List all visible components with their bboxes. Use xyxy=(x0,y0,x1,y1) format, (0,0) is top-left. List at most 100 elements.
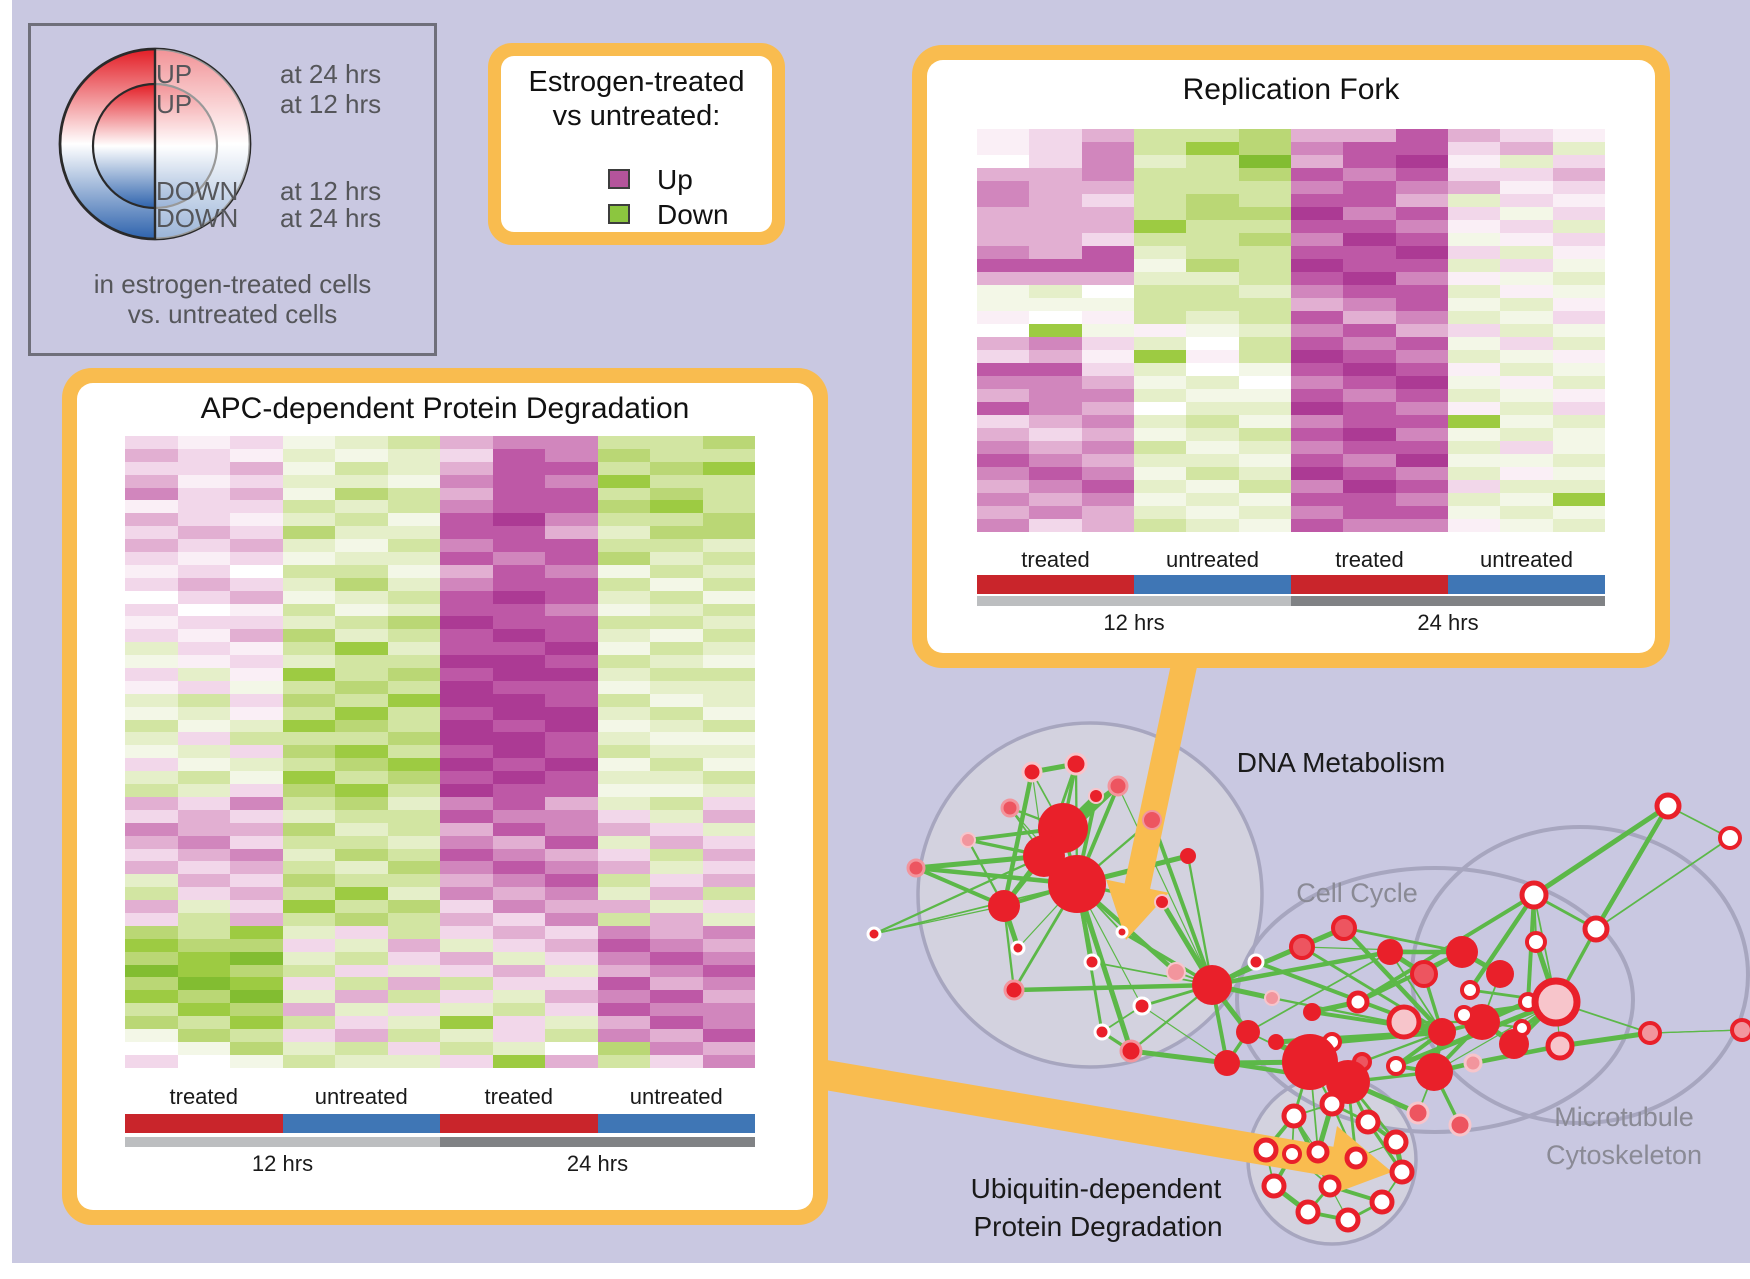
direction-label: UP xyxy=(156,59,193,89)
group-label: untreated xyxy=(1166,547,1259,572)
network-node xyxy=(1000,798,1020,818)
network-node xyxy=(1386,1004,1422,1040)
apc-heatmap xyxy=(125,436,755,1068)
replication-time-labels: 12 hrs 24 hrs xyxy=(977,610,1605,636)
time-bar xyxy=(440,1137,755,1147)
treated-bar xyxy=(1291,575,1448,594)
network-node xyxy=(1448,1113,1472,1137)
network-node xyxy=(1383,1129,1409,1155)
network-node xyxy=(906,858,926,878)
network-node xyxy=(1247,953,1265,971)
heatmap-row xyxy=(125,552,755,565)
network-node xyxy=(1132,996,1152,1016)
replication-condition-bars xyxy=(977,575,1605,594)
heatmap-row xyxy=(977,493,1605,506)
network-node xyxy=(1303,1003,1321,1021)
updown-legend-line: UP at 12 hrs xyxy=(31,89,434,119)
apc-time-labels: 12 hrs 24 hrs xyxy=(125,1151,755,1177)
network-node xyxy=(1369,1189,1395,1215)
network-node xyxy=(1253,1137,1279,1163)
replication-panel-title: Replication Fork xyxy=(1182,73,1400,106)
network-node xyxy=(1282,1034,1338,1090)
heatmap-row xyxy=(125,1054,755,1068)
treated-bar xyxy=(440,1114,598,1133)
heatmap-row xyxy=(977,298,1605,311)
network-node xyxy=(1289,934,1315,960)
group-label: treated xyxy=(169,1084,239,1109)
heatmap-row xyxy=(125,758,755,772)
heatmap-row xyxy=(977,259,1605,272)
heatmap-row xyxy=(977,233,1605,246)
network-node xyxy=(1545,1031,1575,1061)
heatmap-row xyxy=(125,693,755,707)
heatmap-row xyxy=(125,951,755,965)
network-label: Ubiquitin-dependent xyxy=(971,1173,1222,1204)
heatmap-row xyxy=(125,732,755,746)
group-label: untreated xyxy=(1480,547,1573,572)
time-span-label: 24 hrs xyxy=(1417,610,1479,635)
heatmap-row xyxy=(125,513,755,527)
network-node xyxy=(1003,979,1025,1001)
network-node xyxy=(1192,965,1232,1005)
network-label: Cell Cycle xyxy=(1296,878,1418,908)
network-node xyxy=(1513,1019,1531,1037)
network-node xyxy=(1355,1109,1381,1135)
updown-footer-line1: in estrogen-treated cells xyxy=(93,269,372,299)
network-node xyxy=(1119,1039,1143,1063)
heatmap-row xyxy=(125,964,755,978)
heatmap-row xyxy=(125,616,755,630)
heatmap-row xyxy=(125,629,755,643)
up-swatch-icon xyxy=(608,169,630,189)
heatmap-row xyxy=(977,246,1605,259)
direction-label: DOWN xyxy=(156,203,239,233)
updown-legend-line: UP at 24 hrs xyxy=(31,59,434,89)
heatmap-row xyxy=(977,506,1605,519)
network-node xyxy=(1142,810,1162,830)
heatmap-row xyxy=(977,337,1605,350)
heatmap-row xyxy=(977,194,1605,207)
network-node xyxy=(1180,848,1196,864)
network-node xyxy=(1428,1018,1456,1046)
time-label: at 12 hrs xyxy=(280,89,382,119)
network-node xyxy=(1718,826,1742,850)
network-node xyxy=(1319,1091,1345,1117)
key-item-label: Down xyxy=(657,199,729,230)
network-node xyxy=(1107,775,1129,797)
heatmap-row xyxy=(125,925,755,939)
heatmap-row xyxy=(125,577,755,591)
time-label: at 12 hrs xyxy=(280,176,382,206)
network-node xyxy=(1415,1053,1453,1091)
heatmap-row xyxy=(977,311,1605,324)
heatmap-row xyxy=(125,822,755,836)
heatmap-row xyxy=(125,539,755,553)
network-node xyxy=(1389,1159,1415,1185)
network-node xyxy=(1460,980,1480,1000)
replication-fork-panel: Replication Fork treated untreated treated… xyxy=(912,45,1670,668)
cluster-microtubule xyxy=(1410,825,1750,1125)
network-node xyxy=(1331,915,1357,941)
heatmap-row xyxy=(125,796,755,810)
network-label: Microtubule xyxy=(1554,1102,1694,1132)
network-node xyxy=(1410,960,1438,988)
group-label: treated xyxy=(484,1084,554,1109)
apc-panel-title: APC-dependent Protein Degradation xyxy=(200,392,690,425)
treated-bar xyxy=(125,1114,283,1133)
heatmap-row xyxy=(977,324,1605,337)
replication-heatmap xyxy=(977,129,1605,532)
network-node xyxy=(960,832,976,848)
direction-label: DOWN xyxy=(156,176,239,206)
apc-condition-bars xyxy=(125,1114,755,1133)
group-label: treated xyxy=(1335,547,1404,572)
heatmap-row xyxy=(125,809,755,823)
untreated-bar xyxy=(282,1114,440,1133)
network-node xyxy=(1463,1053,1483,1073)
heatmap-row xyxy=(125,874,755,888)
heatmap-row xyxy=(125,900,755,913)
network-node xyxy=(1064,752,1088,776)
heatmap-row xyxy=(125,784,755,797)
heatmap-row xyxy=(977,181,1605,194)
updown-legend-line: DOWN at 12 hrs xyxy=(31,176,434,206)
network-node xyxy=(1088,788,1104,804)
heatmap-row xyxy=(125,461,755,475)
